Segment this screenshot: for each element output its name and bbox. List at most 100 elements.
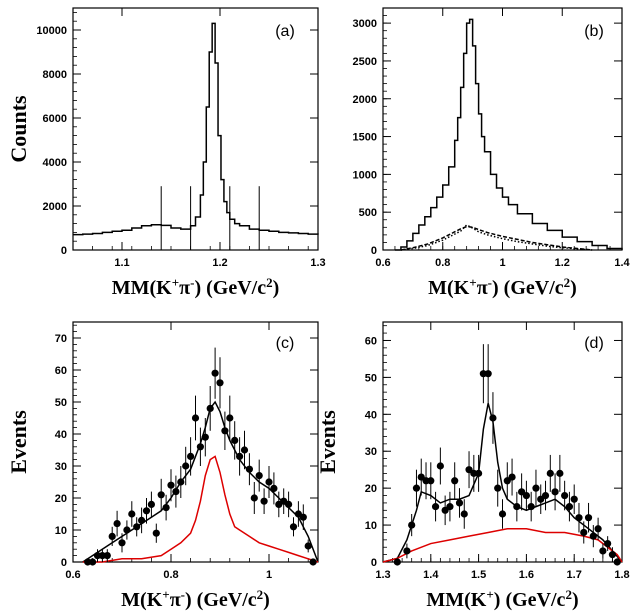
- data-point: [89, 558, 97, 566]
- x-tick-label: 1.3: [310, 257, 325, 269]
- x-axis-label-part: ): [263, 589, 270, 611]
- data-point: [403, 547, 411, 555]
- x-tick-label: 1.2: [212, 257, 227, 269]
- data-point: [570, 495, 578, 503]
- data-point: [489, 414, 497, 422]
- x-tick-label: 0.6: [375, 257, 390, 269]
- panel-label: (a): [275, 23, 295, 40]
- data-point: [182, 462, 190, 470]
- y-tick-label: 50: [55, 397, 67, 409]
- data-point: [167, 481, 175, 489]
- x-axis-label-part: ) (GeV/c: [194, 277, 266, 299]
- x-axis-label: M(K+π-) (GeV/c2): [121, 587, 270, 612]
- x-tick-label: 0.8: [163, 569, 178, 581]
- data-point: [522, 491, 531, 500]
- data-point: [250, 494, 258, 502]
- x-tick-label: 1.2: [555, 257, 570, 269]
- data-point: [608, 551, 617, 559]
- y-tick-label: 2500: [353, 56, 377, 68]
- y-tick-label: 30: [365, 446, 377, 458]
- data-point: [157, 491, 165, 499]
- x-axis-label-part: ) (GeV/c: [492, 277, 564, 299]
- x-axis-label-superscript: +: [469, 275, 476, 290]
- y-tick-label: 10000: [36, 25, 67, 37]
- y-tick-label: 3000: [353, 18, 377, 30]
- y-tick-label: 10: [55, 525, 67, 537]
- x-axis-label: MM(K+π-) (GeV/c2): [112, 275, 280, 300]
- x-tick-label: 1.4: [423, 569, 439, 581]
- x-axis-label-part: ): [273, 277, 280, 299]
- data-point: [236, 452, 244, 460]
- x-tick-label: 1.1: [114, 257, 129, 269]
- series-line-3: [400, 224, 593, 251]
- x-tick-label: 1: [499, 257, 505, 269]
- data-point: [431, 503, 440, 511]
- data-point: [133, 523, 141, 531]
- y-tick-label: 40: [55, 429, 67, 441]
- y-tick-label: 0: [61, 557, 67, 569]
- y-tick-label: 50: [365, 372, 377, 384]
- series-line-2: [82, 455, 319, 563]
- plot-frame: [72, 7, 319, 251]
- data-point: [270, 484, 278, 492]
- x-axis-label-superscript: +: [486, 587, 493, 602]
- data-point: [177, 478, 185, 486]
- x-tick-label: 1.8: [614, 569, 629, 581]
- y-tick-label: 0: [371, 245, 377, 257]
- y-tick-label: 10: [365, 520, 377, 532]
- data-point: [508, 473, 516, 481]
- x-axis-label-part: M(K: [121, 589, 163, 611]
- x-axis-label-part: M(K: [428, 277, 470, 299]
- data-point: [201, 433, 209, 441]
- series-line-1: [73, 22, 319, 236]
- y-tick-label: 4000: [43, 157, 67, 169]
- data-point: [118, 539, 126, 547]
- x-axis-label-superscript: -: [190, 275, 194, 290]
- data-point: [128, 510, 136, 518]
- data-point: [289, 523, 298, 531]
- series-line-2: [400, 225, 593, 251]
- data-point: [446, 503, 454, 511]
- y-axis-label: Events: [315, 410, 340, 474]
- data-point: [561, 491, 569, 500]
- data-point: [484, 370, 492, 378]
- y-tick-label: 6000: [43, 113, 67, 125]
- panel-label: (d): [584, 335, 604, 352]
- x-axis-label-part: ): [572, 589, 579, 611]
- data-point: [575, 514, 583, 522]
- data-point: [546, 469, 554, 477]
- data-point: [172, 488, 180, 496]
- y-tick-label: 20: [55, 493, 67, 505]
- x-axis-label-part: MM(K: [112, 277, 172, 299]
- x-tick-label: 1: [266, 569, 272, 581]
- y-tick-label: 60: [55, 365, 67, 377]
- data-point: [255, 472, 263, 480]
- data-point: [494, 484, 502, 492]
- data-point: [455, 499, 464, 507]
- x-axis-label-part: ) (GeV/c: [185, 589, 257, 611]
- data-point: [260, 497, 268, 505]
- data-point: [475, 469, 483, 477]
- y-tick-label: 500: [359, 207, 377, 219]
- data-point: [152, 529, 160, 537]
- x-axis-label-part: π: [477, 277, 488, 299]
- data-point: [265, 478, 273, 486]
- x-axis-label-part: MM(K: [426, 589, 486, 611]
- y-tick-label: 1500: [353, 132, 377, 144]
- data-point: [551, 488, 559, 496]
- data-point: [285, 500, 293, 508]
- data-point: [532, 484, 540, 492]
- x-axis-label: MM(K+) (GeV/c2): [426, 587, 578, 612]
- y-tick-label: 8000: [43, 69, 67, 81]
- series-line-1: [82, 400, 319, 563]
- x-axis-label-superscript: 2: [565, 587, 572, 602]
- data-point: [498, 510, 507, 518]
- data-point: [108, 532, 116, 541]
- series-line-1: [382, 403, 623, 563]
- y-tick-label: 0: [371, 557, 377, 569]
- data-point: [309, 558, 317, 566]
- x-axis-label-superscript: -: [181, 587, 185, 602]
- y-tick-label: 40: [365, 409, 377, 421]
